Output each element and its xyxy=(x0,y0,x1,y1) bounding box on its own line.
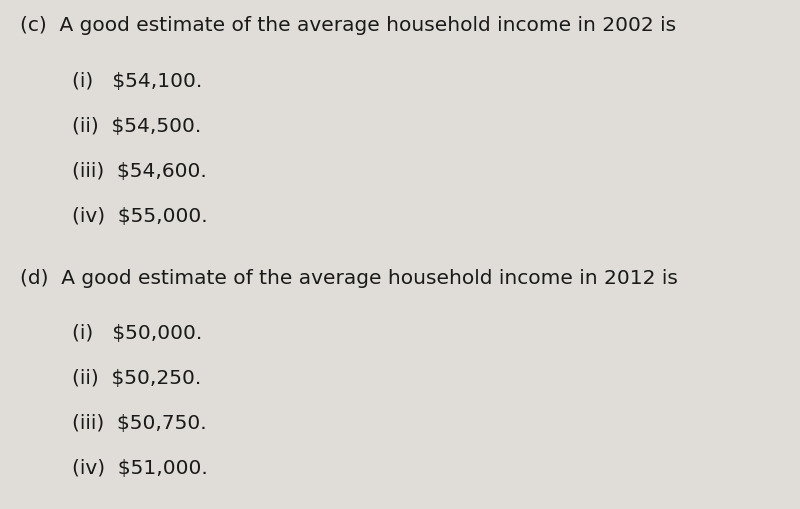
Text: (i)   $50,000.: (i) $50,000. xyxy=(72,324,202,343)
Text: (c)  A good estimate of the average household income in 2002 is: (c) A good estimate of the average house… xyxy=(20,16,676,36)
Text: (ii)  $54,500.: (ii) $54,500. xyxy=(72,117,202,136)
Text: (iii)  $50,750.: (iii) $50,750. xyxy=(72,414,206,433)
Text: (iii)  $54,600.: (iii) $54,600. xyxy=(72,162,206,181)
Text: (iv)  $51,000.: (iv) $51,000. xyxy=(72,460,208,478)
Text: (i)   $54,100.: (i) $54,100. xyxy=(72,72,202,91)
Text: (d)  A good estimate of the average household income in 2012 is: (d) A good estimate of the average house… xyxy=(20,269,678,288)
Text: (ii)  $50,250.: (ii) $50,250. xyxy=(72,369,202,388)
Text: (iv)  $55,000.: (iv) $55,000. xyxy=(72,207,208,226)
